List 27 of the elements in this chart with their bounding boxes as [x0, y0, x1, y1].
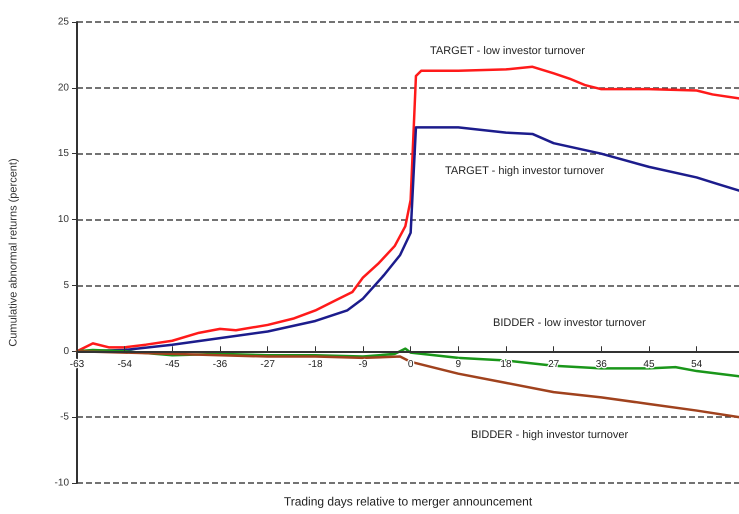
line-series — [76, 66, 739, 353]
series-label: TARGET - low investor turnover — [430, 45, 586, 57]
y-tick-label: 5 — [63, 280, 70, 291]
y-axis-title: Cumulative abnormal returns (percent) — [8, 158, 20, 347]
y-tick-label: 0 — [63, 346, 70, 357]
x-tick-label: -54 — [117, 358, 132, 370]
text: BIDDER - low investor turnover — [493, 317, 646, 329]
x-tick-label: -9 — [358, 358, 368, 370]
x-tick-label: 27 — [548, 358, 560, 370]
y-tick-label: 15 — [58, 148, 70, 160]
x-tick-label: -45 — [165, 358, 180, 370]
x-axis-title: Trading days relative to merger announcement — [284, 494, 533, 508]
y-tick-label: -5 — [60, 412, 70, 423]
x-tick-label: 18 — [500, 358, 512, 370]
x-tick-label: -36 — [212, 358, 228, 370]
x-tick-label: -18 — [308, 358, 323, 370]
x-tick-label: 36 — [596, 358, 608, 370]
y-tick-label: 20 — [58, 82, 70, 94]
x-tick-label: 54 — [691, 358, 703, 370]
y-tick-label: -10 — [54, 478, 70, 488]
y-tick-label: 10 — [58, 214, 70, 226]
series-label: TARGET - high investor turnover — [445, 165, 604, 177]
y-tick-label: 25 — [58, 16, 70, 28]
x-tick-label: 9 — [456, 358, 462, 370]
text: BIDDER - high investor turnover — [471, 429, 628, 441]
x-tick-label: -27 — [260, 358, 276, 370]
x-tick-label: 45 — [643, 358, 655, 370]
